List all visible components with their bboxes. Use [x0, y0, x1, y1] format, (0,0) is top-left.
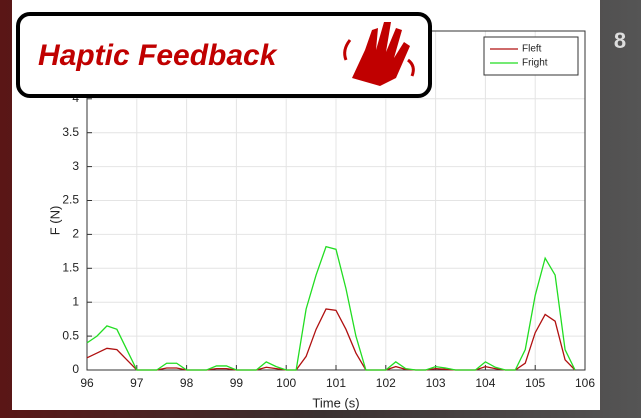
y-tick-label: 2	[72, 227, 79, 241]
x-tick-label: 97	[130, 376, 144, 390]
slide: 00.511.522.533.5496979899100101102103104…	[0, 0, 641, 418]
banner-title: Haptic Feedback	[38, 39, 278, 72]
x-tick-label: 102	[376, 376, 396, 390]
x-axis-label: Time (s)	[312, 395, 359, 410]
y-axis-label: F (N)	[47, 206, 62, 236]
page-number: 8	[614, 28, 626, 53]
y-tick-label: 0	[72, 362, 79, 376]
legend-label: Fleft	[522, 44, 542, 55]
x-tick-label: 104	[475, 376, 495, 390]
x-tick-label: 96	[80, 376, 94, 390]
x-tick-label: 101	[326, 376, 346, 390]
x-tick-label: 106	[575, 376, 595, 390]
y-tick-label: 0.5	[62, 328, 79, 342]
y-tick-label: 3	[72, 159, 79, 173]
y-tick-label: 1.5	[62, 260, 79, 274]
y-tick-label: 1	[72, 294, 79, 308]
x-tick-label: 105	[525, 376, 545, 390]
x-tick-label: 98	[180, 376, 194, 390]
x-tick-label: 99	[230, 376, 244, 390]
legend-label: Fright	[522, 58, 548, 69]
x-tick-label: 100	[276, 376, 296, 390]
y-tick-label: 3.5	[62, 125, 79, 139]
y-tick-label: 2.5	[62, 193, 79, 207]
x-tick-label: 103	[426, 376, 446, 390]
